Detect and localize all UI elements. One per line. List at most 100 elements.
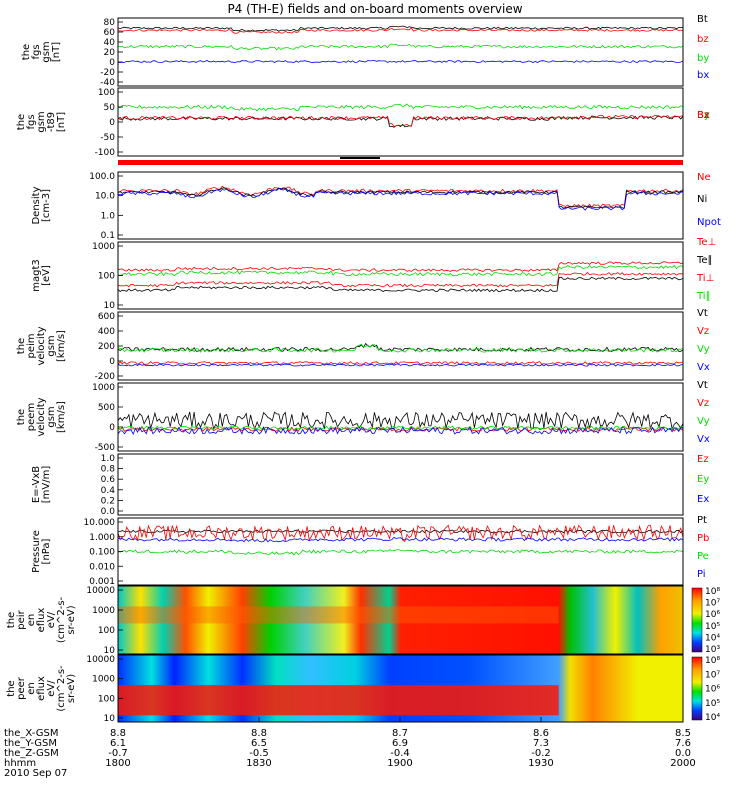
legend-entry: Vz [697,326,709,337]
ephemeris-footer: the_X-GSMthe_Y-GSMthe_Z-GSMhhmm8.86.1-0.… [4,728,696,769]
y-tick-label: -20 [100,68,115,78]
date-label: 2010 Sep 07 [4,768,67,779]
y-tick-label: 10 [104,301,116,311]
y-tick-label: 0 [109,58,115,68]
y-tick-label: 10 [104,714,116,724]
y-axis-label: en [26,614,37,627]
panel-6: 1000 500 0 -500 the peem velocity gsm [km/s] Vt Vz… [16,380,710,453]
y-axis-label: fgs [26,114,37,129]
y-tick-label: 1000 [92,242,115,252]
series-line [117,529,684,534]
footer-value: 1900 [387,758,412,769]
footer-row-label: the_Y-GSM [4,738,57,749]
footer-value: 8.8 [110,728,126,739]
y-tick-label: 600 [98,312,115,322]
y-tick-label: -40 [100,78,115,88]
colorbar-tick-label: 10⁷ [705,599,720,609]
y-axis-label: gsm [46,406,57,427]
legend-entry: Vt [697,308,708,319]
y-tick-label: 500 [98,403,115,413]
footer-value: -0.5 [249,748,269,759]
y-axis-label: Density [31,186,42,224]
y-tick-label: 10000 [86,655,115,665]
legend-entry: Vy [697,416,710,427]
y-tick-label: -100 [95,148,116,158]
series-line [117,342,684,353]
legend-entry: Vz [697,398,709,409]
y-axis-label: the [16,409,27,425]
y-tick-label: 20 [104,48,116,58]
panel-frame [117,17,684,87]
y-axis-label: [nT] [51,42,62,62]
y-axis-label: sr-eV) [66,605,77,634]
panel-frame [117,87,684,157]
panel-8: 10.000 1.000 0.100 0.010 0.001 Pressure [nPa] P… [31,515,709,587]
series-line [117,548,684,556]
series-line [117,536,684,543]
y-tick-label: 100.0 [89,172,115,182]
y-tick-label: 400 [98,327,115,337]
y-axis-label: (cm^2-s- [56,596,67,643]
y-axis-label: the [16,114,27,130]
y-axis-label: the [16,338,27,354]
colorbar [691,656,703,721]
legend-entry: Vx [697,362,710,373]
y-axis-label: peem [26,403,37,431]
footer-value: 8.6 [533,728,549,739]
y-axis-label: [nPa] [41,538,52,564]
footer-value: -0.4 [390,748,410,759]
y-axis-label: peer [16,676,27,700]
legend-entry: bz [697,34,709,45]
legend-entry: Bt [697,14,708,25]
y-tick-label: 0 [109,118,115,128]
y-tick-label: 0.8 [101,465,116,475]
y-axis-label: peir [16,609,27,629]
panel-frame [117,654,684,723]
y-tick-label: 100 [98,272,115,282]
series-line [117,276,684,293]
series-line [117,185,684,209]
footer-value: 8.8 [251,728,267,739]
colorbar-tick-label: 10⁴ [705,713,720,723]
panel-3: 100.0 10.0 1.0 0.1 Density [cm-3] Ne Ni Npot [31,171,721,241]
series-line [117,343,684,353]
footer-row-label: the_Z-GSM [4,748,59,759]
mode-bar-marker [340,157,380,159]
y-tick-label: 1.0 [101,211,116,221]
legend-entry: by [697,53,709,64]
y-axis-label: the [6,612,17,628]
panel-4: 1000 100 10 magt3 [eV] Te⊥ Te∥ Ti⊥ Ti∥ [31,237,716,311]
panel-7: 1.00.80.60.40.20.0 E=-VxB [mV/m] Ez Ey Ex [31,453,709,517]
series-line [117,524,684,543]
colorbar-tick-label: 10⁷ [705,670,720,680]
y-tick-label: 60 [104,28,116,38]
footer-value: 6.1 [110,738,126,749]
y-tick-label: 100 [98,694,115,704]
footer-value: 1800 [105,758,130,769]
series-line [117,27,684,34]
legend-entry: Ey [697,474,709,485]
series-line [117,103,684,112]
legend-entry: Ti⊥ [696,273,714,284]
series-line [117,264,684,277]
y-tick-label: 0.0 [101,507,116,517]
legend-entry: Vt [697,380,708,391]
legend-entry: By [697,110,710,121]
panel-frame [117,585,684,655]
legend-entry: Pb [697,533,709,544]
legend-entry: Bz [697,110,709,121]
colorbar-tick-label: 10³ [705,645,720,655]
legend-entry: Ti∥ [696,291,711,302]
y-tick-label: 0.001 [89,577,115,587]
y-axis-label: [nT] [56,112,67,132]
y-tick-label: 10000 [86,586,115,596]
panel-10: 10⁸ 10⁷ 10⁶ 10⁵ 10⁴ 10000 1000 100 10 the peer en ef… [6,654,720,724]
legend-entry: Pe [697,551,709,562]
y-axis-label: E=-VxB [31,466,42,503]
footer-value: 6.5 [251,738,267,749]
panel-5: 600 400 200 0 -200 the peim velocity gsm [km/s] Vt… [16,308,710,382]
y-tick-label: 200 [98,342,115,352]
y-tick-label: 0.6 [101,475,116,485]
spectrogram-band [118,685,559,716]
